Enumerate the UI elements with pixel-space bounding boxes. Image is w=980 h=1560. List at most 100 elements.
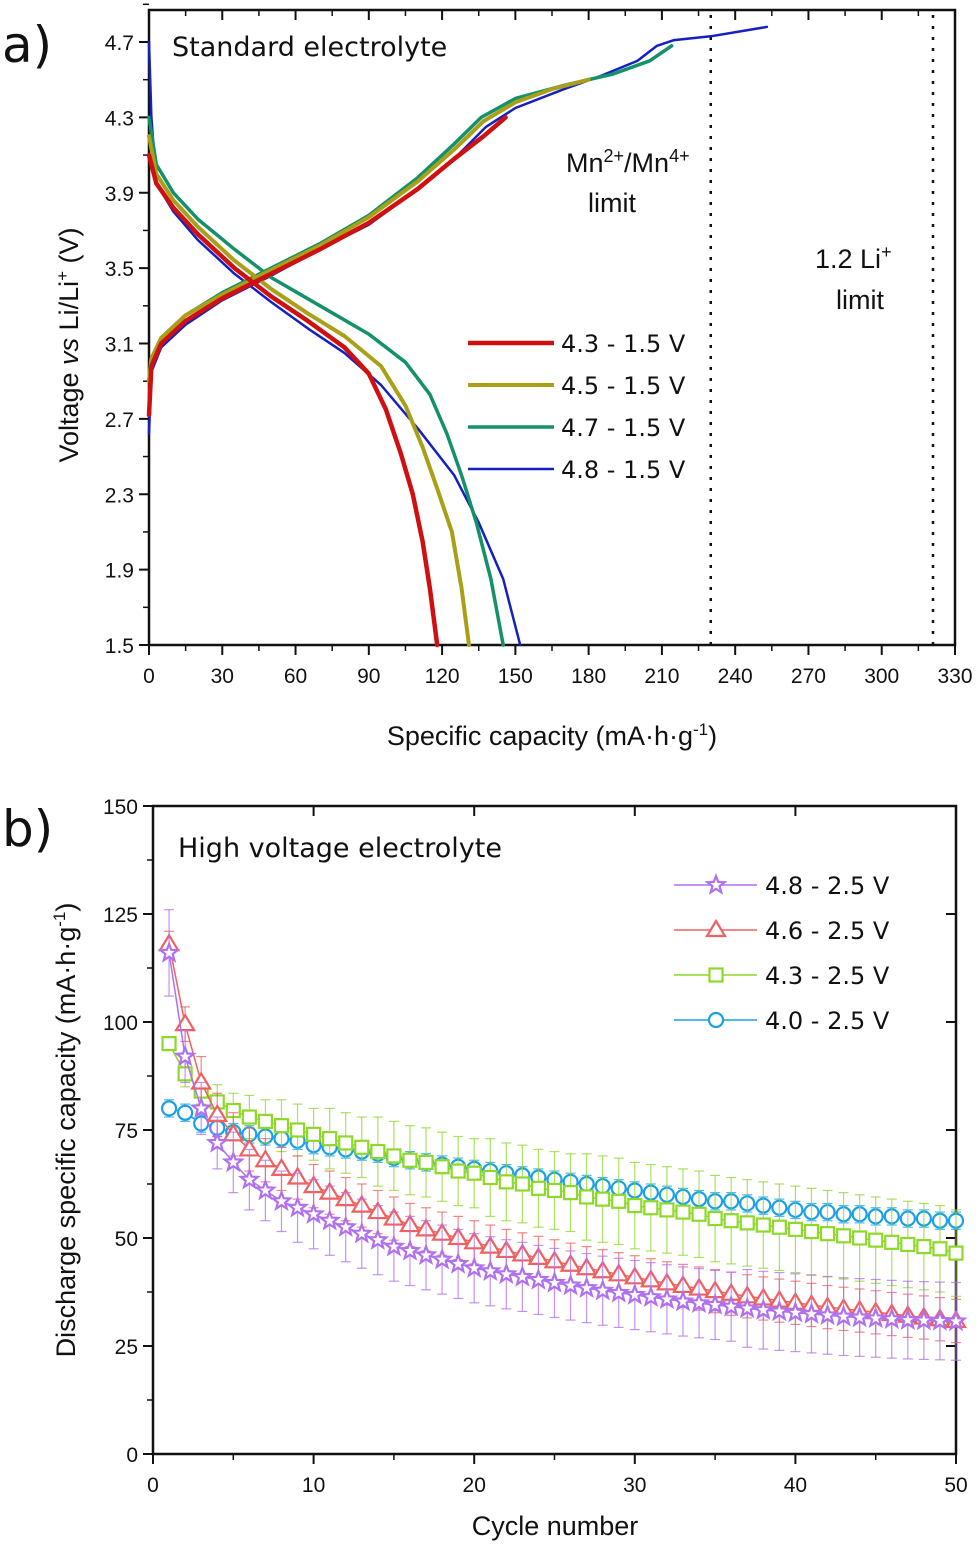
star-marker (237, 1167, 261, 1190)
star-marker (896, 1308, 920, 1330)
star-marker (735, 1296, 759, 1319)
square-marker (932, 1241, 948, 1257)
star-marker (623, 1282, 647, 1305)
panel-b-legend: 4.8 - 2.5 V 4.6 - 2.5 V 4.3 - 2.5 V 4.0 - 2… (674, 872, 890, 1035)
panel-a-plot-area: 0 30 60 90 120 150 180 210 240 270 300 330 1.5 1.9 2.3… (105, 3, 973, 688)
square-marker (835, 1228, 852, 1244)
square-marker (787, 1221, 804, 1237)
star-marker (559, 1273, 583, 1296)
star-marker (704, 872, 728, 895)
annotation-mn-limit-line1: Mn2+/Mn4+ (566, 146, 690, 178)
y-tick-label: 125 (103, 904, 138, 927)
legend-label: 4.5 - 1.5 V (561, 372, 686, 400)
square-marker (948, 1245, 964, 1261)
star-marker (687, 1291, 711, 1314)
star-marker (575, 1276, 599, 1298)
star-marker (607, 1280, 631, 1303)
square-marker (739, 1215, 755, 1231)
star-marker (382, 1234, 406, 1257)
legend-label: 4.7 - 1.5 V (561, 414, 686, 442)
square-marker (708, 967, 724, 983)
panel-a-title: Standard electrolyte (172, 32, 447, 63)
square-marker (852, 1230, 868, 1246)
legend-label: 4.8 - 1.5 V (561, 456, 686, 484)
y-tick-label: 2.7 (105, 409, 134, 432)
panel-a-legend: 4.3 - 1.5 V 4.5 - 1.5 V 4.7 - 1.5 V 4.8 - 1… (468, 330, 686, 484)
star-marker (286, 1195, 310, 1218)
y-tick-label: 0 (126, 1444, 138, 1467)
star-marker (318, 1208, 342, 1231)
x-tick-label: 120 (425, 665, 460, 688)
series-line (168, 1043, 957, 1254)
panel-b-frame (151, 804, 958, 1456)
y-tick-label: 3.5 (105, 258, 134, 281)
x-tick-label: 0 (143, 665, 155, 688)
circle-marker (177, 1104, 194, 1121)
square-marker (322, 1131, 338, 1147)
star-marker (767, 1299, 791, 1322)
star-marker (189, 1096, 213, 1119)
series-charge-curve (147, 77, 591, 384)
square-marker (771, 1219, 787, 1235)
x-tick-label: 210 (644, 665, 679, 688)
star-marker (816, 1303, 840, 1326)
star-marker (719, 1294, 743, 1317)
x-tick-label: 40 (784, 1474, 807, 1497)
star-marker (446, 1251, 470, 1274)
square-marker (579, 1189, 595, 1205)
star-marker (478, 1259, 502, 1281)
square-marker (402, 1152, 418, 1168)
star-marker (510, 1264, 534, 1287)
square-marker (338, 1135, 354, 1151)
star-marker (944, 1309, 968, 1332)
star-marker (751, 1297, 775, 1320)
square-marker (611, 1193, 627, 1209)
star-marker (783, 1300, 808, 1323)
square-marker (675, 1204, 691, 1220)
square-marker (819, 1226, 836, 1242)
square-marker (627, 1197, 643, 1214)
legend-label: 4.8 - 2.5 V (765, 872, 890, 900)
square-marker (562, 1185, 579, 1201)
x-tick-label: 0 (147, 1474, 159, 1497)
square-marker (916, 1239, 932, 1255)
star-marker (205, 1130, 229, 1153)
star-marker (655, 1287, 679, 1310)
legend-label: 4.0 - 2.5 V (765, 1007, 890, 1035)
square-marker (386, 1148, 402, 1164)
star-marker (173, 1044, 197, 1067)
series-star (157, 909, 968, 1361)
star-marker (526, 1267, 550, 1290)
square-marker (434, 1159, 450, 1175)
star-marker (494, 1262, 518, 1285)
y-tick-label: 3.1 (105, 334, 134, 357)
series-discharge-curve (147, 115, 505, 647)
x-tick-label: 30 (623, 1474, 646, 1497)
square-marker (354, 1139, 370, 1155)
legend-label: 4.3 - 2.5 V (765, 962, 890, 990)
square-marker (884, 1234, 900, 1250)
panel-b-x-axis-title: Cycle number (472, 1511, 639, 1541)
square-marker (691, 1206, 707, 1222)
star-marker (398, 1238, 422, 1261)
series-discharge-curve (146, 152, 440, 648)
x-tick-label: 180 (571, 665, 606, 688)
panel-a-frame (147, 8, 957, 647)
square-marker (514, 1176, 530, 1192)
x-tick-label: 270 (791, 665, 826, 688)
panel-b-plot-area: 0 10 20 30 40 50 0 25 50 75 100 125 150 (103, 796, 968, 1497)
triangle-marker (705, 918, 727, 938)
star-marker (799, 1301, 823, 1324)
panel-b-title: High voltage electrolyte (178, 833, 502, 864)
square-marker (370, 1143, 386, 1160)
square-marker (289, 1122, 306, 1138)
x-tick-label: 90 (357, 665, 380, 688)
square-marker (723, 1213, 739, 1229)
square-marker (161, 1035, 177, 1052)
square-marker (418, 1154, 434, 1171)
legend-label: 4.3 - 1.5 V (561, 330, 686, 358)
annotation-mn-limit-line2: limit (588, 188, 636, 218)
annotation-li-limit-line2: limit (836, 285, 884, 315)
star-marker (703, 1292, 727, 1315)
